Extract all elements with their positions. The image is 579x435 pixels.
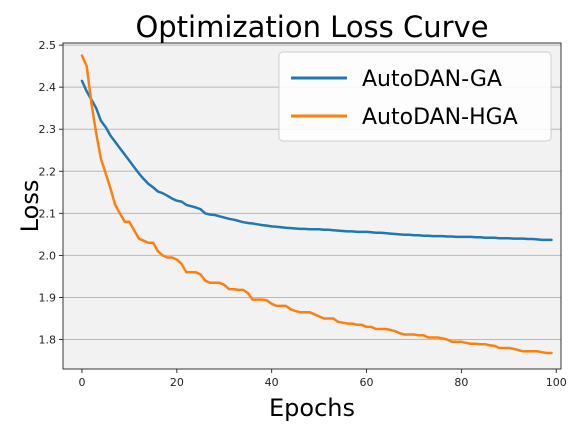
x-tick-label: 60 (360, 376, 374, 389)
y-axis-label: Loss (16, 180, 44, 233)
x-tick-label: 40 (265, 376, 279, 389)
y-tick-label: 2.1 (39, 207, 57, 220)
x-axis-label: Epochs (269, 394, 355, 422)
x-tick-label: 100 (546, 376, 567, 389)
x-tick-label: 20 (170, 376, 184, 389)
y-tick-label: 2.4 (39, 81, 57, 94)
y-tick-label: 1.9 (39, 291, 57, 304)
series-layer (80, 54, 553, 355)
ticks: 1.8 1.9 2.0 2.1 2.2 2.3 2.4 2.5 0 20 40 60 80 100 (39, 39, 567, 389)
legend: AutoDAN-GA AutoDAN-HGA (278, 51, 552, 142)
series-line-1 (80, 79, 553, 242)
y-tick-label: 2.3 (39, 123, 57, 136)
legend-box (278, 51, 552, 142)
legend-label: AutoDAN-GA (362, 67, 502, 92)
y-tick-label: 2.2 (39, 165, 57, 178)
y-tick-label: 2.0 (39, 249, 57, 262)
y-tick-label: 2.5 (39, 39, 57, 52)
y-tick-label: 1.8 (39, 334, 57, 347)
series-line-2 (80, 54, 553, 355)
chart-title: Optimization Loss Curve (135, 10, 488, 44)
plot-frame (62, 42, 562, 370)
legend-label: AutoDAN-HGA (362, 105, 518, 130)
x-tick-label: 0 (78, 376, 85, 389)
x-tick-label: 80 (454, 376, 468, 389)
